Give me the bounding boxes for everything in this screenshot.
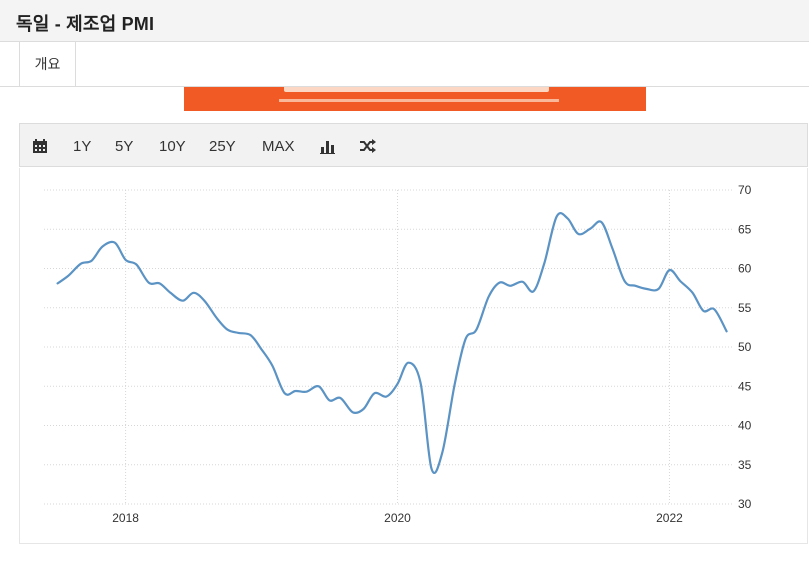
y-tick-label: 55 <box>738 301 752 315</box>
x-tick-label: 2018 <box>112 511 139 525</box>
range-max-button[interactable]: MAX <box>262 137 295 155</box>
range-10y-button[interactable]: 10Y <box>159 137 186 155</box>
y-tick-label: 35 <box>738 458 752 472</box>
y-tick-label: 60 <box>738 262 752 276</box>
y-tick-label: 70 <box>738 183 752 197</box>
y-tick-label: 45 <box>738 379 752 393</box>
y-tick-label: 30 <box>738 497 752 511</box>
line-chart: 30 35 40 45 50 55 60 65 70 2018 2020 2022 <box>44 183 752 525</box>
y-tick-label: 65 <box>738 222 752 236</box>
x-tick-label: 2022 <box>656 511 683 525</box>
bar-chart-icon[interactable] <box>320 124 335 168</box>
calendar-icon[interactable] <box>32 124 48 168</box>
chart-toolbar: 1Y 5Y 10Y 25Y MAX <box>19 123 808 167</box>
y-tick-label: 50 <box>738 340 752 354</box>
range-1y-button[interactable]: 1Y <box>73 137 92 155</box>
y-tick-label: 40 <box>738 419 752 433</box>
series-line <box>56 212 728 475</box>
range-25y-button[interactable]: 25Y <box>209 137 236 155</box>
chart-container: 30 35 40 45 50 55 60 65 70 2018 2020 2022 <box>19 168 808 544</box>
shuffle-icon[interactable] <box>359 124 377 168</box>
tab-bar: 개요 <box>0 42 809 87</box>
page-header: 독일 - 제조업 PMI <box>0 0 809 42</box>
x-tick-label: 2020 <box>384 511 411 525</box>
range-5y-button[interactable]: 5Y <box>115 137 134 155</box>
ad-banner-fine-print <box>279 99 559 102</box>
tab-overview[interactable]: 개요 <box>19 42 76 86</box>
ad-banner[interactable] <box>184 87 646 111</box>
page-title: 독일 - 제조업 PMI <box>16 14 155 34</box>
ad-banner-graphic <box>284 87 549 92</box>
